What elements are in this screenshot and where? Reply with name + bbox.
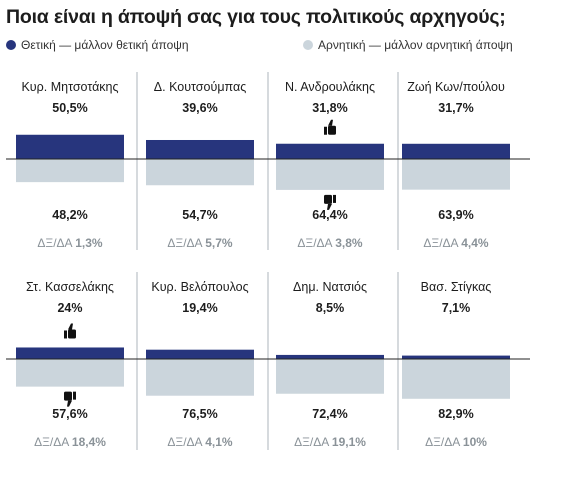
positive-bar [146, 139, 254, 159]
positive-value-label: 7,1% [442, 301, 471, 315]
thumbs-down-icon [64, 391, 76, 407]
positive-value-label: 19,4% [182, 301, 217, 315]
legend-negative-label: Αρνητική — μάλλον αρνητική άποψη [318, 38, 513, 52]
positive-value-label: 31,7% [438, 101, 473, 115]
legend-positive: Θετική — μάλλον θετική άποψη [6, 38, 189, 52]
legend-positive-label: Θετική — μάλλον θετική άποψη [21, 38, 189, 52]
leader-name: Βασ. Στίγκας [421, 280, 492, 294]
leader-name: Ν. Ανδρουλάκης [285, 80, 375, 94]
dk-label: ΔΞ/ΔΑ 19,1% [294, 435, 366, 449]
positive-value-label: 24% [57, 301, 82, 315]
negative-value-label: 63,9% [438, 208, 473, 222]
leader-name: Κυρ. Βελόπουλος [151, 280, 248, 294]
positive-value-label: 39,6% [182, 101, 217, 115]
leader-name: Δημ. Νατσιός [293, 280, 367, 294]
positive-bar [16, 347, 124, 359]
negative-value-label: 72,4% [312, 407, 347, 421]
negative-bar [276, 159, 384, 190]
negative-value-label: 48,2% [52, 208, 87, 222]
positive-value-label: 31,8% [312, 101, 347, 115]
negative-value-label: 57,6% [52, 407, 87, 421]
positive-bar [402, 355, 510, 359]
negative-bar [146, 159, 254, 186]
negative-bar [146, 359, 254, 396]
thumbs-down-icon [324, 194, 336, 210]
negative-bar [16, 159, 124, 183]
positive-bar [402, 143, 510, 159]
dk-label: ΔΞ/ΔΑ 1,3% [37, 236, 103, 250]
positive-bar [276, 143, 384, 159]
legend-positive-swatch [6, 40, 16, 50]
thumbs-up-icon [324, 119, 336, 135]
negative-value-label: 76,5% [182, 407, 217, 421]
positive-value-label: 8,5% [316, 301, 345, 315]
negative-value-label: 82,9% [438, 407, 473, 421]
positive-value-label: 50,5% [52, 101, 87, 115]
leader-name: Κυρ. Μητσοτάκης [21, 80, 118, 94]
negative-bar [16, 359, 124, 387]
negative-bar [402, 359, 510, 399]
leader-name: Στ. Κασσελάκης [26, 280, 114, 294]
positive-bar [276, 354, 384, 359]
thumbs-up-icon [64, 323, 76, 339]
leader-name: Ζωή Κων/πούλου [407, 80, 505, 94]
negative-value-label: 54,7% [182, 208, 217, 222]
positive-bar [16, 134, 124, 159]
dk-label: ΔΞ/ΔΑ 4,1% [167, 435, 233, 449]
dk-label: ΔΞ/ΔΑ 10% [425, 435, 487, 449]
chart-title: Ποια είναι η άποψή σας για τους πολιτικο… [6, 6, 506, 28]
dk-label: ΔΞ/ΔΑ 4,4% [423, 236, 489, 250]
legend-negative: Αρνητική — μάλλον αρνητική άποψη [303, 38, 513, 52]
leader-name: Δ. Κουτσούμπας [154, 80, 246, 94]
negative-value-label: 64,4% [312, 208, 347, 222]
dk-label: ΔΞ/ΔΑ 5,7% [167, 236, 233, 250]
positive-bar [146, 349, 254, 359]
dk-label: ΔΞ/ΔΑ 3,8% [297, 236, 363, 250]
negative-bar [276, 359, 384, 394]
dk-label: ΔΞ/ΔΑ 18,4% [34, 435, 106, 449]
negative-bar [402, 159, 510, 190]
legend-negative-swatch [303, 40, 313, 50]
